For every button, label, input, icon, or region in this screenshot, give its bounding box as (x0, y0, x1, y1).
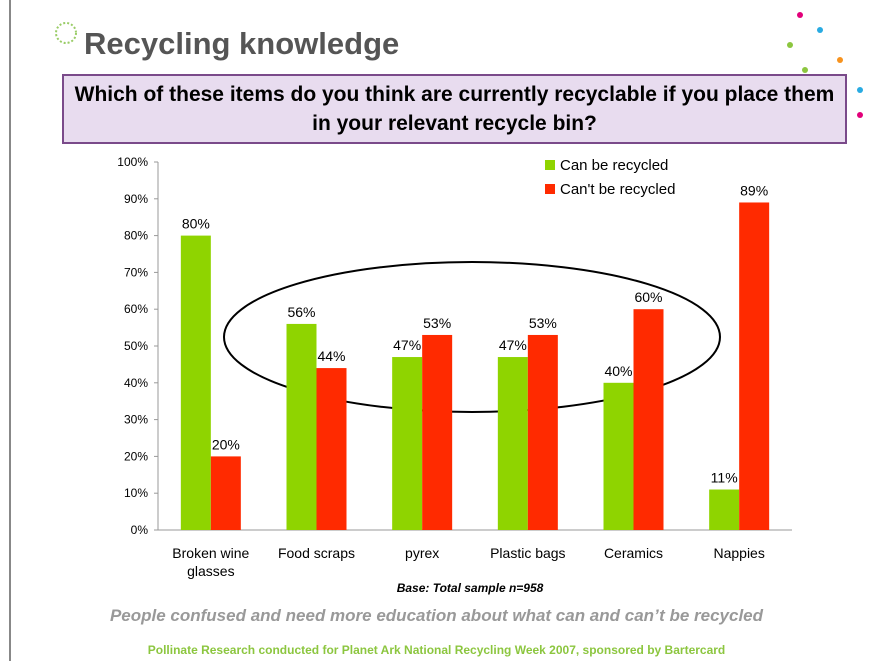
data-label: 60% (634, 289, 662, 305)
slide-title: Recycling knowledge (84, 26, 400, 61)
x-tick-label: Broken wine glasses (172, 545, 250, 579)
data-label: 20% (212, 436, 240, 452)
chart-subtitle: Which of these items do you think are cu… (62, 74, 847, 144)
bar (286, 323, 317, 530)
bar (633, 309, 664, 530)
data-label: 47% (393, 337, 421, 353)
bar (497, 357, 528, 530)
y-tick-label: 70% (124, 265, 148, 279)
data-label: 53% (529, 315, 557, 331)
y-tick-label: 0% (131, 523, 149, 537)
bar (603, 382, 634, 530)
data-label: 47% (499, 337, 527, 353)
y-tick-label: 50% (124, 339, 148, 353)
data-label: 11% (711, 470, 738, 486)
y-tick-label: 10% (124, 486, 148, 500)
x-tick-label: Plastic bags (490, 545, 566, 561)
y-tick-label: 100% (117, 155, 148, 169)
data-label: 40% (604, 363, 632, 379)
x-tick-label: Ceramics (603, 545, 664, 561)
legend-label: Can be recycled (560, 157, 668, 174)
y-tick-label: 80% (124, 229, 148, 243)
y-tick-label: 20% (124, 449, 148, 463)
highlight-ellipse (223, 261, 721, 413)
bar (210, 456, 241, 530)
conclusion: People confused and need more education … (109, 606, 764, 625)
bar (709, 489, 740, 530)
legend-swatch (545, 160, 555, 170)
source: Pollinate Research conducted for Planet … (147, 643, 726, 657)
y-tick-label: 40% (124, 376, 148, 390)
data-label: 89% (740, 182, 768, 198)
y-tick-label: 60% (124, 302, 148, 316)
bar (180, 235, 211, 530)
legend-label: Can't be recycled (560, 181, 675, 198)
bar (422, 334, 453, 530)
data-label: 80% (182, 216, 210, 232)
data-label: 44% (317, 348, 345, 364)
title-icon (55, 22, 77, 44)
bar (392, 357, 423, 530)
legend-swatch (545, 184, 555, 194)
data-label: 56% (287, 304, 315, 320)
bar (527, 334, 558, 530)
x-tick-label: Nappies (713, 545, 765, 561)
y-tick-label: 90% (124, 192, 148, 206)
bar (739, 202, 770, 531)
bar (316, 368, 347, 530)
chart-note: Base: Total sample n=958 (396, 581, 544, 595)
data-label: 53% (423, 315, 451, 331)
x-tick-label: Food scraps (277, 545, 356, 561)
y-tick-label: 30% (124, 413, 148, 427)
x-tick-label: pyrex (405, 545, 440, 561)
